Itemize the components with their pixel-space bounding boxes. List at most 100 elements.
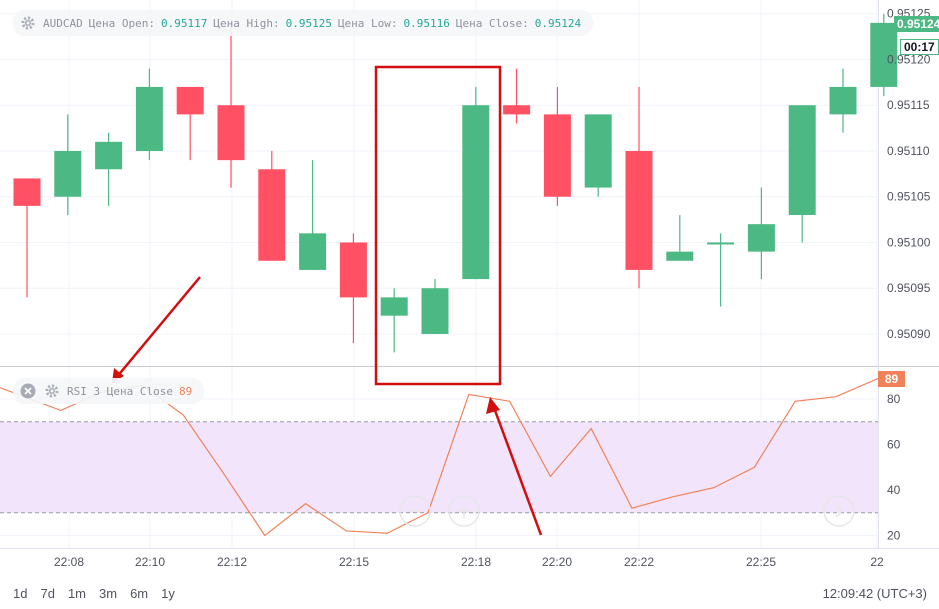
time-tick-label: 22:25 xyxy=(746,555,776,569)
high-value: 0.95125 xyxy=(285,16,332,30)
time-tick-label: 22:22 xyxy=(624,555,654,569)
candle-body xyxy=(135,86,163,151)
candle-up xyxy=(788,105,816,243)
price-tick-label: 0.95095 xyxy=(887,281,931,295)
open-label: Цена Open: xyxy=(88,16,155,30)
highlight-box xyxy=(374,65,502,386)
candle-down xyxy=(625,86,653,289)
gear-icon[interactable] xyxy=(19,14,37,32)
high-label: Цена High: xyxy=(213,16,280,30)
time-tick-label: 22:10 xyxy=(135,555,165,569)
candle-down xyxy=(258,150,286,261)
price-tick-label: 0.95110 xyxy=(887,144,930,158)
candle-body xyxy=(217,105,245,161)
countdown-badge: 00:17 xyxy=(900,39,939,55)
main-legend: AUDCAD Цена Open: 0.95117 Цена High: 0.9… xyxy=(13,10,594,36)
candle-body xyxy=(13,178,41,206)
candle-body xyxy=(54,150,82,197)
clock: 12:09:42 (UTC+3) xyxy=(822,586,927,601)
rsi-label: RSI 3 Цена Close xyxy=(67,384,173,398)
candle-body xyxy=(666,251,694,261)
candle-down xyxy=(339,233,367,344)
candle-body xyxy=(788,105,816,216)
low-label: Цена Low: xyxy=(337,16,398,30)
open-value: 0.95117 xyxy=(160,16,208,30)
rsi-band xyxy=(0,421,878,513)
time-tick-label: 22:20 xyxy=(542,555,572,569)
time-tick-label: 22:18 xyxy=(461,555,491,569)
candle-down xyxy=(13,178,41,298)
zoom-in-button[interactable] xyxy=(448,495,480,527)
rsi-tick-label: 60 xyxy=(887,438,901,452)
time-tick-label: 22:15 xyxy=(339,555,369,569)
candle-down xyxy=(503,68,531,124)
time-tick-label: 22:12 xyxy=(217,555,247,569)
candle-body xyxy=(299,233,327,270)
candle-down xyxy=(176,86,204,161)
price-tick-label: 0.95100 xyxy=(887,235,931,249)
candle-body xyxy=(625,150,653,270)
period-button[interactable]: 1d xyxy=(13,586,28,601)
price-tick-label: 0.95090 xyxy=(887,327,931,341)
rsi-last-badge: 89 xyxy=(878,371,905,387)
close-label: Цена Close: xyxy=(455,16,529,30)
low-value: 0.95116 xyxy=(403,16,450,30)
candle-down xyxy=(217,22,245,188)
candle-up xyxy=(584,114,612,197)
candle-up xyxy=(707,233,735,307)
zoom-out-button[interactable] xyxy=(399,495,431,527)
candle-up xyxy=(421,279,449,334)
rsi-tick-label: 40 xyxy=(887,483,901,497)
scroll-right-button[interactable] xyxy=(823,495,855,527)
rsi-tick-label: 80 xyxy=(887,392,901,406)
axis-labels: 0.95125 0.95120 0.95115 0.95110 0.95105 0.951… xyxy=(54,7,931,569)
rsi-tick-label: 20 xyxy=(887,529,901,543)
candle-body xyxy=(543,114,571,197)
period-button[interactable]: 1m xyxy=(67,586,86,601)
bottom-toolbar: 1d 7d 1m 3m 6m 1y 12:09:42 (UTC+3) xyxy=(0,578,939,609)
candle-down xyxy=(543,86,571,206)
candle-body xyxy=(258,169,286,261)
annotation-arrow-right xyxy=(491,404,543,536)
gear-icon[interactable] xyxy=(43,382,61,400)
candle-body xyxy=(421,288,449,334)
candle-body xyxy=(829,86,857,115)
candle-body xyxy=(584,114,612,188)
candle-up xyxy=(462,86,490,280)
price-tick-label: 0.95105 xyxy=(887,190,931,204)
candle-body xyxy=(380,297,408,316)
annotation-arrowhead-right xyxy=(486,397,500,414)
candle-body xyxy=(747,224,775,252)
rsi-legend: RSI 3 Цена Close 89 xyxy=(13,378,205,404)
candle-up xyxy=(666,215,694,261)
price-tick-label: 0.95115 xyxy=(887,98,930,112)
candle-up xyxy=(299,160,327,270)
time-tick-label: 22:08 xyxy=(54,555,84,569)
candle-body xyxy=(176,86,204,115)
candle-body xyxy=(707,242,735,245)
rsi-band-layer xyxy=(0,421,878,514)
time-tick-label: 22 xyxy=(870,555,884,569)
symbol-name: AUDCAD xyxy=(43,16,83,30)
candle-body xyxy=(339,242,367,298)
period-button[interactable]: 6m xyxy=(130,586,149,601)
last-price-badge: 0.95124 xyxy=(894,16,939,32)
candle-up xyxy=(54,114,82,216)
annotation-arrow-left xyxy=(115,276,201,379)
candle-up xyxy=(829,68,857,133)
candle-body xyxy=(462,105,490,280)
candle-up xyxy=(95,132,123,206)
candle-body xyxy=(503,105,531,115)
rsi-value: 89 xyxy=(178,384,193,398)
candle-up xyxy=(135,68,163,161)
candle-body xyxy=(95,141,123,170)
close-icon[interactable] xyxy=(19,382,37,400)
price-tick-label: 0.95120 xyxy=(887,52,931,66)
period-button[interactable]: 3m xyxy=(99,586,118,601)
close-value: 0.95124 xyxy=(534,16,582,30)
candle-up xyxy=(380,288,408,353)
candle-body xyxy=(870,22,898,87)
period-button[interactable]: 1y xyxy=(161,586,175,601)
period-button[interactable]: 7d xyxy=(40,586,55,601)
